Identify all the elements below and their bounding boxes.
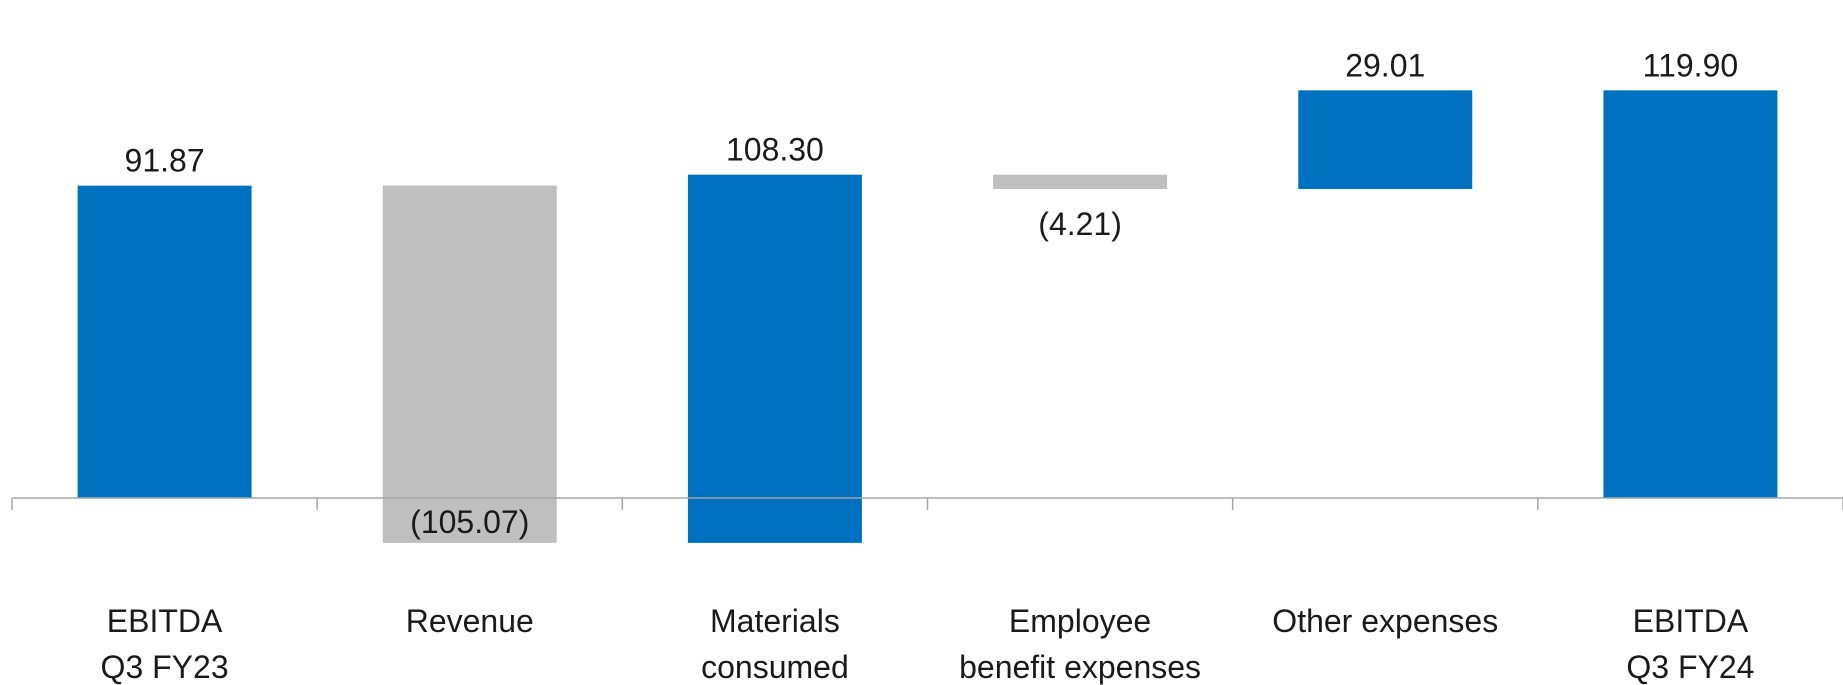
category-label: EBITDA — [1633, 603, 1749, 639]
data-label: 108.30 — [726, 132, 824, 168]
bar — [993, 174, 1168, 189]
category-label: consumed — [701, 649, 849, 685]
bar — [1298, 90, 1473, 189]
category-labels-layer: EBITDA Q3 FY23 Revenue Materials consumed Emp… — [101, 603, 1755, 685]
data-label: 119.90 — [1643, 47, 1739, 83]
data-label: 91.87 — [125, 143, 205, 179]
x-axis — [11, 497, 1843, 510]
category-label: Revenue — [406, 603, 534, 639]
bar — [382, 185, 557, 543]
bar — [77, 185, 252, 498]
bar — [687, 174, 862, 543]
category-label: Other expenses — [1272, 603, 1498, 639]
category-label: EBITDA — [107, 603, 223, 639]
data-label: 29.01 — [1345, 47, 1425, 83]
data-label: (105.07) — [410, 504, 529, 540]
category-label: Q3 FY24 — [1626, 649, 1754, 685]
category-label: Employee — [1009, 603, 1151, 639]
category-label: Materials — [710, 603, 840, 639]
bar — [1603, 90, 1778, 498]
category-label: benefit expenses — [959, 649, 1201, 685]
category-label: Q3 FY23 — [101, 649, 229, 685]
bars-layer — [77, 90, 1778, 543]
value-labels-layer: 91.87 (105.07) 108.30 (4.21) 29.01 119.90 — [125, 47, 1739, 540]
data-label: (4.21) — [1038, 206, 1122, 242]
